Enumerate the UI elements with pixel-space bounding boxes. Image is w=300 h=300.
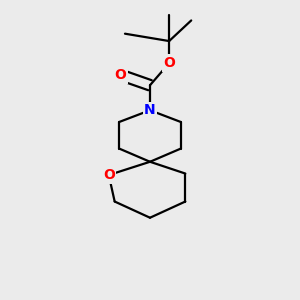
Text: N: N bbox=[144, 103, 156, 117]
Text: O: O bbox=[103, 168, 115, 182]
Text: O: O bbox=[115, 68, 127, 82]
Text: O: O bbox=[163, 56, 175, 70]
